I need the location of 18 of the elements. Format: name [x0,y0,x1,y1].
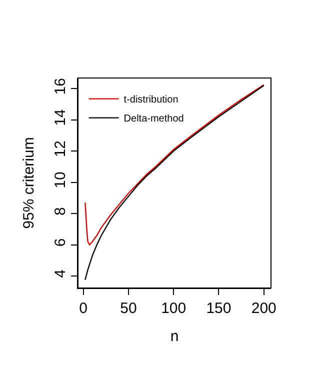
line-series [84,84,264,280]
line-series [84,84,264,246]
x-tick-label: 0 [79,300,88,317]
x-tick-label: 100 [161,300,186,317]
legend-label: t-distribution [124,94,178,106]
y-tick-label: 16 [52,78,69,95]
y-tick-label: 8 [52,207,69,216]
legend-label: Delta-method [124,114,184,125]
y-tick-label: 10 [52,172,69,188]
x-tick-label: 200 [251,300,276,317]
y-tick-label: 14 [52,109,69,126]
y-tick-label: 6 [52,238,69,247]
y-axis-title: 95% criterium [20,137,38,229]
x-tick-label: 150 [206,300,232,317]
x-axis-title: n [170,328,179,345]
y-tick-label: 4 [52,270,69,278]
y-tick-label: 12 [52,140,69,158]
x-tick-label: 50 [120,300,137,317]
